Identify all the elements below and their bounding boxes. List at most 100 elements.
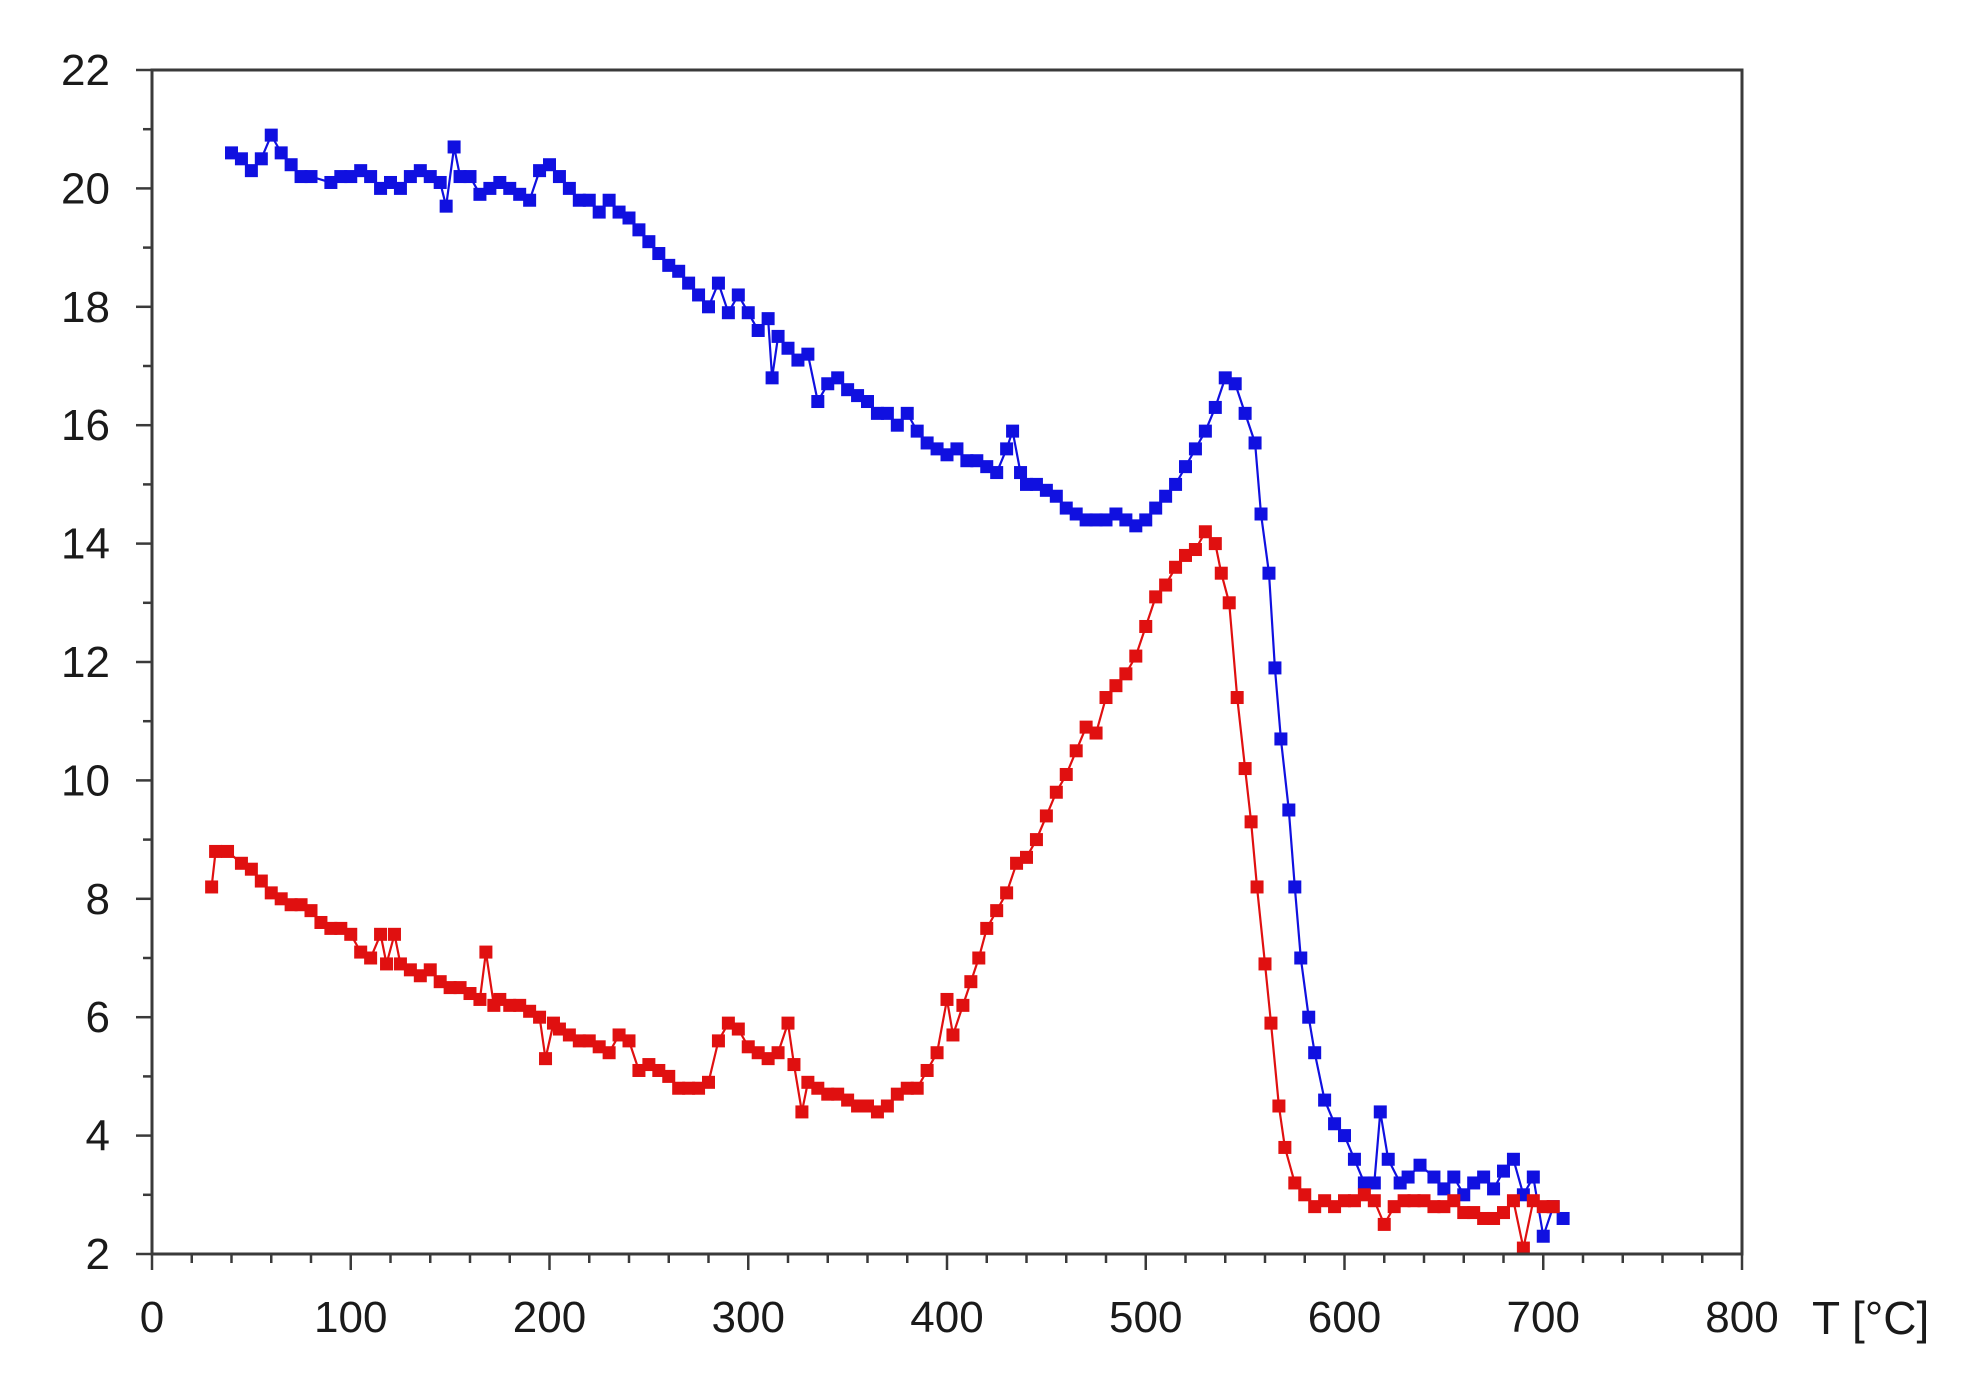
data-point bbox=[1238, 762, 1252, 776]
data-point bbox=[970, 454, 984, 468]
data-point bbox=[980, 460, 994, 474]
data-point bbox=[234, 152, 248, 166]
data-point bbox=[533, 1010, 547, 1024]
data-point bbox=[1467, 1206, 1481, 1220]
data-point bbox=[1198, 424, 1212, 438]
data-point bbox=[652, 1063, 666, 1077]
data-point bbox=[940, 992, 954, 1006]
data-point bbox=[1413, 1158, 1427, 1172]
y-tick-label: 8 bbox=[86, 875, 110, 924]
data-point bbox=[592, 1040, 606, 1054]
data-point bbox=[880, 406, 894, 420]
data-point bbox=[841, 1093, 855, 1107]
data-point bbox=[632, 1063, 646, 1077]
data-point bbox=[1298, 1188, 1312, 1202]
data-point bbox=[1006, 424, 1020, 438]
data-point bbox=[387, 927, 401, 941]
data-point bbox=[731, 288, 745, 302]
data-point bbox=[234, 856, 248, 870]
data-point bbox=[380, 957, 394, 971]
data-point bbox=[930, 1046, 944, 1060]
data-point bbox=[801, 347, 815, 361]
data-point bbox=[930, 442, 944, 456]
data-point bbox=[1250, 880, 1264, 894]
data-point bbox=[612, 205, 626, 219]
data-point bbox=[1272, 1099, 1286, 1113]
data-point bbox=[672, 1081, 686, 1095]
data-point bbox=[1302, 1010, 1316, 1024]
data-point bbox=[493, 992, 507, 1006]
data-point bbox=[1318, 1194, 1332, 1208]
data-point bbox=[1129, 649, 1143, 663]
data-point bbox=[413, 969, 427, 983]
data-point bbox=[1373, 1105, 1387, 1119]
data-point bbox=[1526, 1194, 1540, 1208]
data-point bbox=[1079, 513, 1093, 527]
data-point bbox=[1357, 1176, 1371, 1190]
data-point bbox=[513, 187, 527, 201]
data-point bbox=[831, 371, 845, 385]
data-point bbox=[334, 170, 348, 184]
series-2 bbox=[205, 525, 1560, 1255]
data-point bbox=[274, 146, 288, 160]
y-tick-label: 6 bbox=[86, 993, 110, 1042]
data-point bbox=[284, 158, 298, 172]
data-point bbox=[1457, 1206, 1471, 1220]
data-point bbox=[602, 193, 616, 207]
data-point bbox=[314, 915, 328, 929]
data-point bbox=[1000, 442, 1014, 456]
data-point bbox=[1288, 1176, 1302, 1190]
data-point bbox=[1338, 1129, 1351, 1143]
data-point bbox=[1238, 406, 1252, 420]
data-point bbox=[1516, 1188, 1530, 1202]
data-point bbox=[1477, 1170, 1491, 1184]
data-point bbox=[1288, 880, 1302, 894]
data-point bbox=[1367, 1194, 1381, 1208]
y-tick-label: 2 bbox=[86, 1230, 110, 1279]
data-point bbox=[1188, 543, 1202, 557]
y-tick-label: 12 bbox=[61, 638, 110, 687]
data-point bbox=[1417, 1194, 1431, 1208]
data-point bbox=[453, 981, 467, 995]
data-point bbox=[662, 258, 676, 272]
data-point bbox=[447, 140, 461, 154]
data-point bbox=[1467, 1176, 1481, 1190]
data-point bbox=[463, 170, 477, 184]
data-point bbox=[225, 146, 238, 160]
data-point bbox=[652, 247, 666, 261]
data-point bbox=[1039, 483, 1053, 497]
data-point bbox=[731, 1022, 745, 1036]
data-point bbox=[1407, 1194, 1421, 1208]
data-point bbox=[294, 170, 308, 184]
data-point bbox=[1546, 1200, 1560, 1214]
data-point bbox=[1169, 560, 1183, 574]
data-point bbox=[841, 383, 855, 397]
data-point bbox=[334, 921, 348, 935]
plot-series bbox=[205, 128, 1570, 1255]
data-point bbox=[493, 175, 507, 189]
data-point bbox=[1457, 1188, 1471, 1202]
data-point bbox=[354, 164, 368, 178]
x-tick-label: 400 bbox=[910, 1293, 983, 1342]
data-point bbox=[791, 353, 805, 367]
data-point bbox=[304, 170, 318, 184]
data-point bbox=[811, 395, 825, 409]
data-point bbox=[221, 844, 235, 858]
data-point bbox=[533, 164, 547, 178]
data-point bbox=[1258, 957, 1272, 971]
data-point bbox=[751, 1046, 765, 1060]
data-point bbox=[1268, 661, 1282, 675]
data-point bbox=[1381, 1152, 1395, 1166]
data-point bbox=[721, 1016, 735, 1030]
data-point bbox=[870, 406, 884, 420]
data-point bbox=[244, 862, 258, 876]
data-point bbox=[1556, 1211, 1570, 1225]
data-point bbox=[244, 164, 258, 178]
data-point bbox=[1059, 767, 1073, 781]
data-point bbox=[1447, 1194, 1461, 1208]
x-tick-label: 100 bbox=[314, 1293, 387, 1342]
data-point bbox=[811, 1081, 825, 1095]
data-point bbox=[254, 874, 268, 888]
data-point bbox=[711, 1034, 725, 1048]
data-point bbox=[1244, 815, 1258, 829]
